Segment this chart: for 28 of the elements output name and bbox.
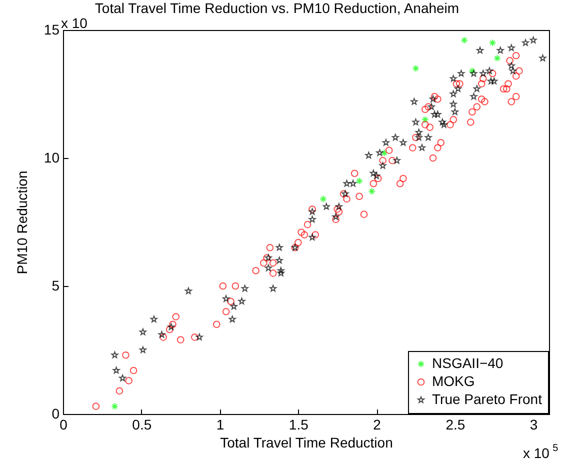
x-tick-label: 2: [373, 416, 382, 432]
chart-title: Total Travel Time Reduction vs. PM10 Reduction, Anaheim: [94, 0, 460, 16]
x-tick-label: 1.5: [288, 416, 309, 432]
y-axis-title: PM10 Reduction: [14, 170, 30, 274]
point: [111, 402, 118, 410]
legend-label: True Pareto Front: [432, 391, 542, 407]
y-tick-label: 0: [52, 406, 60, 422]
point: [320, 195, 327, 203]
point: [460, 36, 468, 44]
point: [356, 177, 363, 185]
x-tick-label: 0.5: [132, 416, 152, 432]
point: [412, 64, 420, 72]
point: [368, 188, 376, 195]
point: [421, 116, 429, 124]
legend-label: MOKG: [432, 373, 475, 389]
annotation: x 10: [61, 15, 88, 31]
y-tick-label: 15: [44, 22, 60, 38]
y-tick-label: 10: [44, 150, 60, 166]
x-tick-label: 1: [216, 416, 224, 432]
point: [494, 54, 501, 62]
x-tick-label: 2.5: [446, 416, 466, 432]
legend-label: NSGAII−40: [432, 355, 504, 371]
y-tick-label: 5: [52, 278, 60, 294]
point: [468, 67, 476, 75]
x-axis-title: Total Travel Time Reduction: [220, 434, 393, 450]
point: [488, 39, 496, 46]
x-tick-label: 3: [530, 416, 538, 432]
point: [380, 149, 388, 157]
